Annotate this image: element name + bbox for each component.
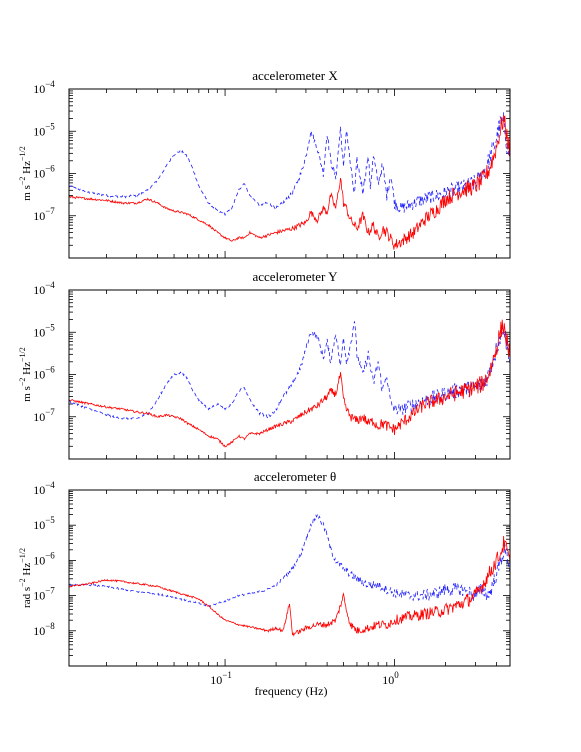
panel-title-y: accelerometer Y — [252, 269, 338, 284]
y-tick-label: 10−6 — [33, 550, 55, 567]
tick-labels-x: 10−7 10−6 10−5 10−4 — [33, 79, 55, 223]
y-axis-label-text: m s−2 Hz−1/2 — [18, 347, 33, 401]
y-tick-label: 10−5 — [33, 515, 55, 532]
y-tick-label: 10−4 — [33, 280, 55, 297]
y-axis-label-text: rad s−2 Hz−1/2 — [18, 548, 33, 608]
plot-area-y — [69, 289, 510, 460]
y-tick-label: 10−6 — [33, 365, 55, 382]
tick-labels-theta: 10−8 10−7 10−6 10−5 10−4 10−1 100 — [33, 480, 399, 687]
y-axis-label-theta: rad s−2 Hz−1/2 — [18, 548, 33, 608]
series-line-theta-blue-dashed — [69, 513, 510, 608]
series-line-y-red-solid — [69, 319, 510, 448]
tick-labels-y: 10−7 10−6 10−5 10−4 — [33, 280, 55, 424]
y-tick-label: 10−7 — [33, 586, 55, 603]
panel-accelerometer-theta: accelerometer θ rad s−2 Hz−1/2 10−810−71… — [18, 469, 511, 687]
series-line-y-blue-dashed — [69, 321, 510, 421]
y-tick-label: 10−8 — [33, 621, 55, 638]
y-tick-label: 10−7 — [33, 206, 55, 223]
panel-accelerometer-y: accelerometer Y m s−2 Hz−1/2 10−710−610−… — [18, 269, 511, 460]
plot-frame-y — [68, 289, 511, 460]
y-tick-label: 10−6 — [33, 164, 55, 181]
series-line-theta-red-solid — [69, 535, 510, 637]
x-tick-label: 100 — [382, 670, 399, 687]
panel-title-x: accelerometer X — [252, 68, 338, 83]
series-line-x-blue-dashed — [69, 112, 510, 217]
y-axis-label-text: m s−2 Hz−1/2 — [18, 146, 33, 200]
x-axis-label: frequency (Hz) — [255, 684, 328, 698]
y-tick-label: 10−5 — [33, 322, 55, 339]
panel-title-theta: accelerometer θ — [254, 469, 336, 484]
plot-frame-theta — [68, 489, 511, 667]
y-tick-label: 10−7 — [33, 407, 55, 424]
x-tick-label: 10−1 — [210, 670, 232, 687]
y-tick-label: 10−4 — [33, 79, 55, 96]
y-tick-label: 10−4 — [33, 480, 55, 497]
series-line-x-red-solid — [69, 115, 510, 250]
y-tick-label: 10−5 — [33, 121, 55, 138]
plot-area-x — [69, 88, 510, 259]
plot-area-theta — [69, 489, 510, 667]
y-axis-label-x: m s−2 Hz−1/2 — [18, 146, 33, 200]
panel-accelerometer-x: accelerometer X m s−2 Hz−1/2 10−710−610−… — [18, 68, 511, 259]
plot-frame-x — [68, 88, 511, 259]
y-axis-label-y: m s−2 Hz−1/2 — [18, 347, 33, 401]
